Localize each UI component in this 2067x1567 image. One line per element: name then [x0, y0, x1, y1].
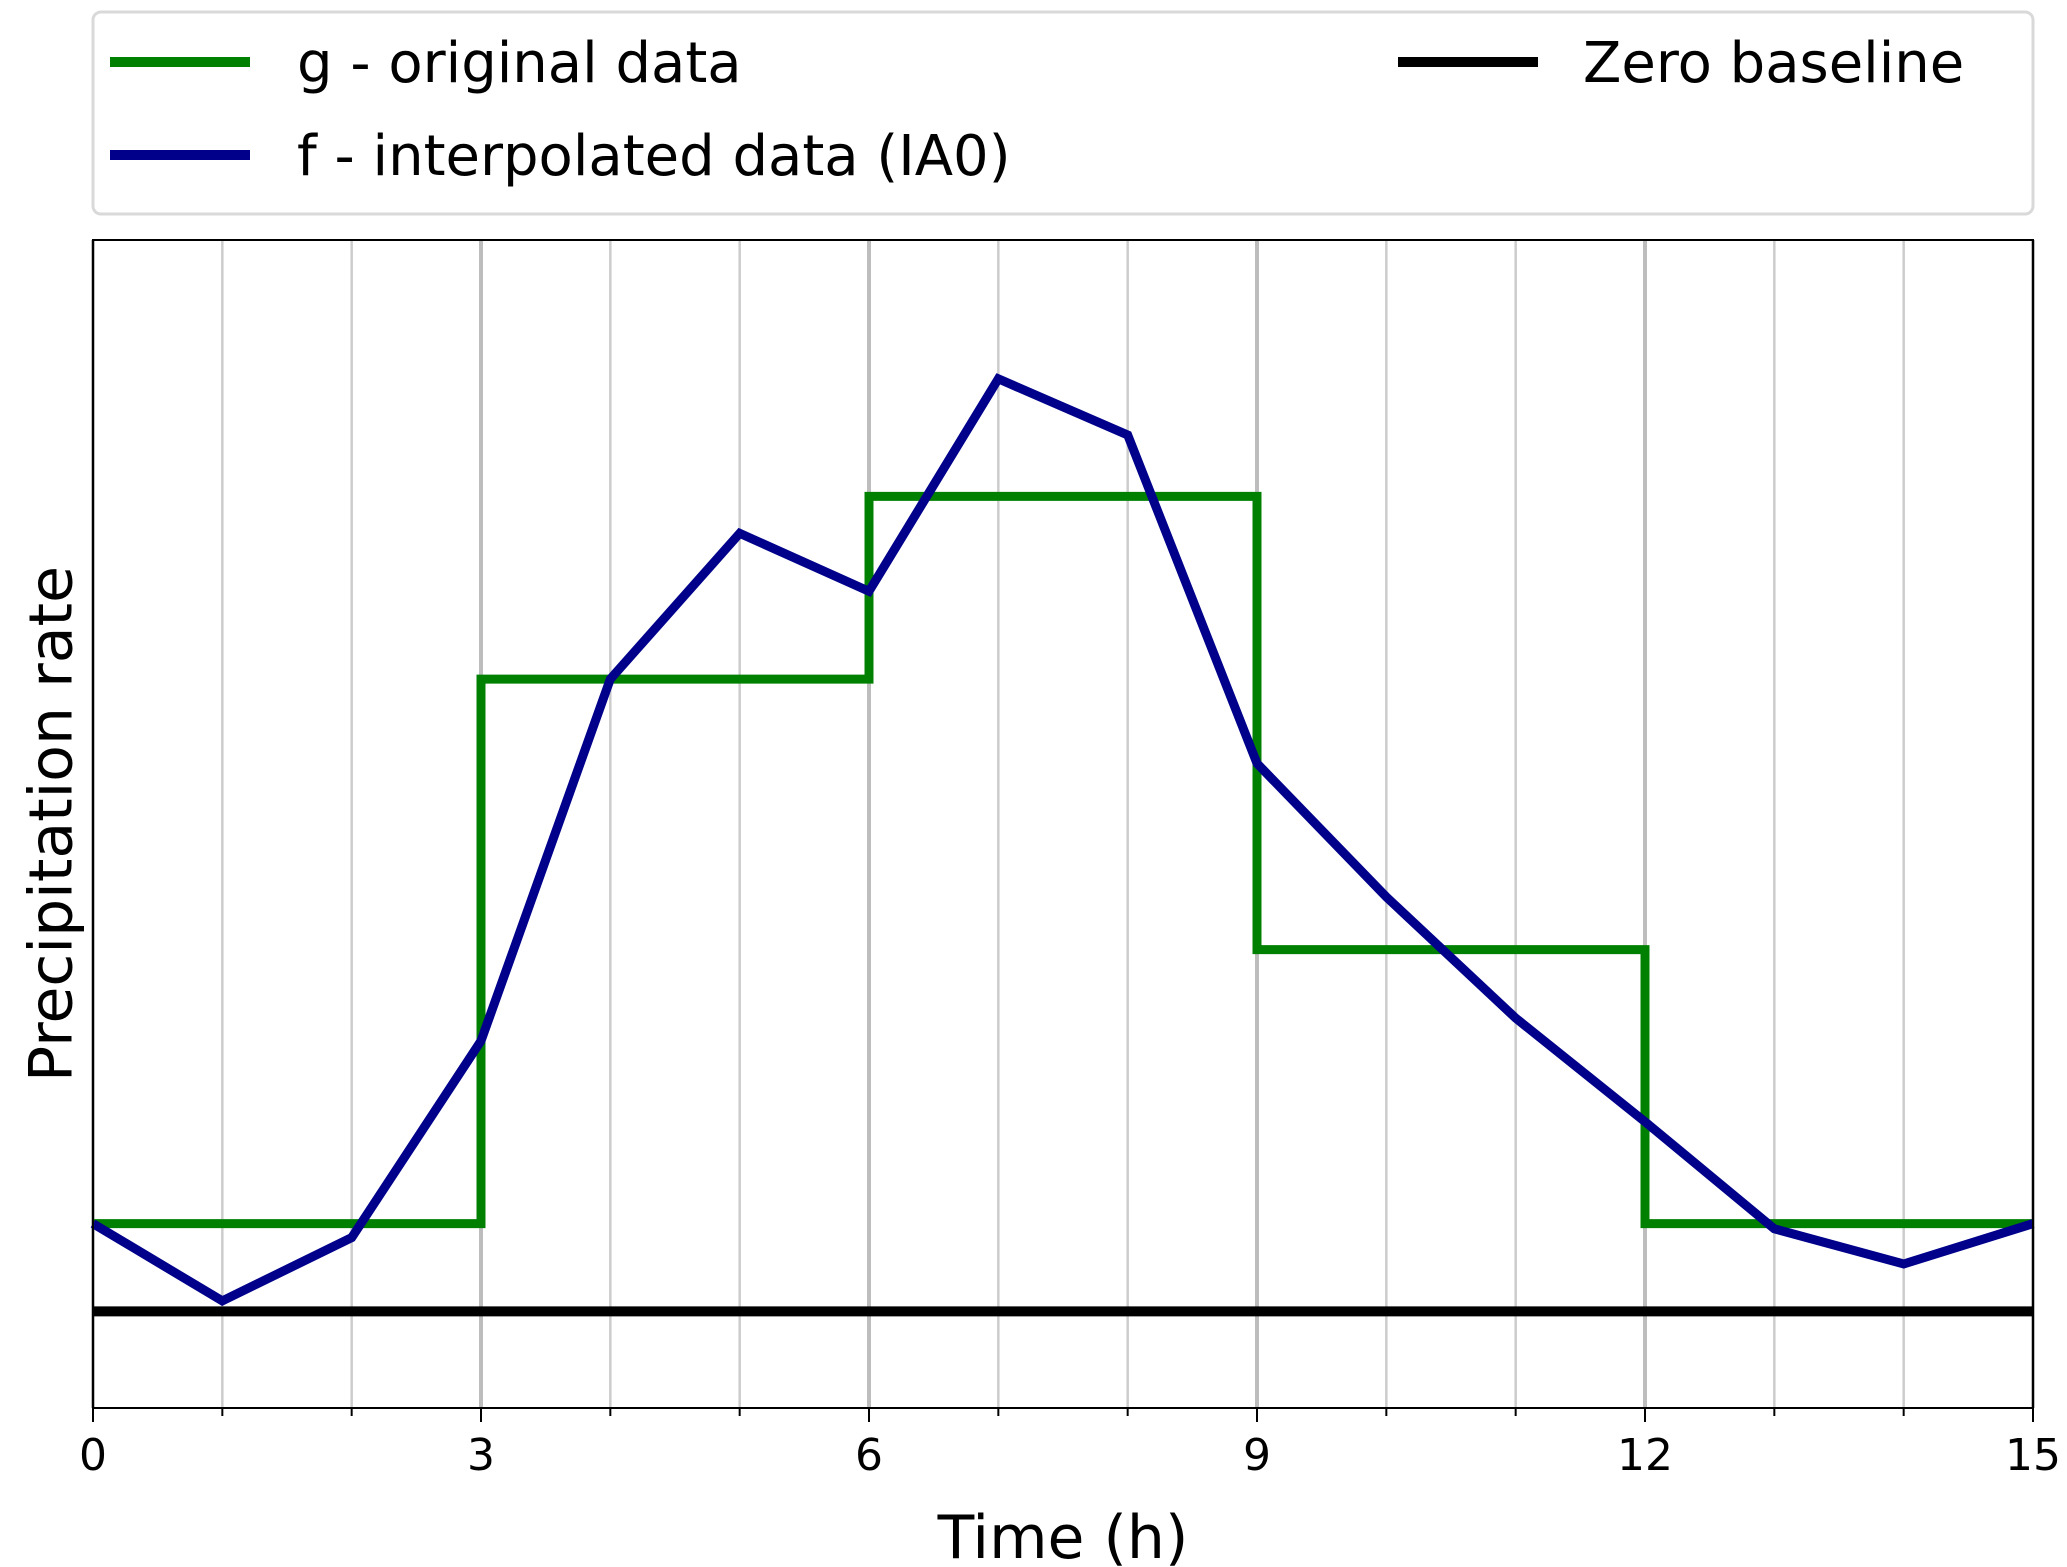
- x-tick-label-12: 12: [1617, 1430, 1673, 1481]
- series-lines: [90, 373, 2035, 1317]
- x-tick-label-6: 6: [855, 1430, 883, 1481]
- legend-box: [91, 10, 2035, 216]
- x-axis-ticks: 0 3 6 9 12 15: [79, 1408, 2061, 1481]
- x-axis-label: Time (h): [937, 1503, 1189, 1567]
- y-axis-label: Precipitation rate: [17, 566, 87, 1082]
- legend-label-1: f - interpolated data (IA0): [297, 124, 1011, 189]
- series-line-1: [90, 373, 2035, 1307]
- series-line-0: [93, 491, 2033, 1229]
- plot-frame: [92, 239, 2034, 1409]
- legend-label-0: g - original data: [297, 31, 742, 96]
- legend-label-2: Zero baseline: [1583, 31, 1964, 96]
- legend: g - original data f - interpolated data (…: [91, 10, 2035, 216]
- grid-lines: [91, 240, 2035, 1408]
- x-tick-label-9: 9: [1243, 1430, 1271, 1481]
- x-tick-label-15: 15: [2005, 1430, 2061, 1481]
- x-tick-label-0: 0: [79, 1430, 107, 1481]
- x-tick-label-3: 3: [467, 1430, 495, 1481]
